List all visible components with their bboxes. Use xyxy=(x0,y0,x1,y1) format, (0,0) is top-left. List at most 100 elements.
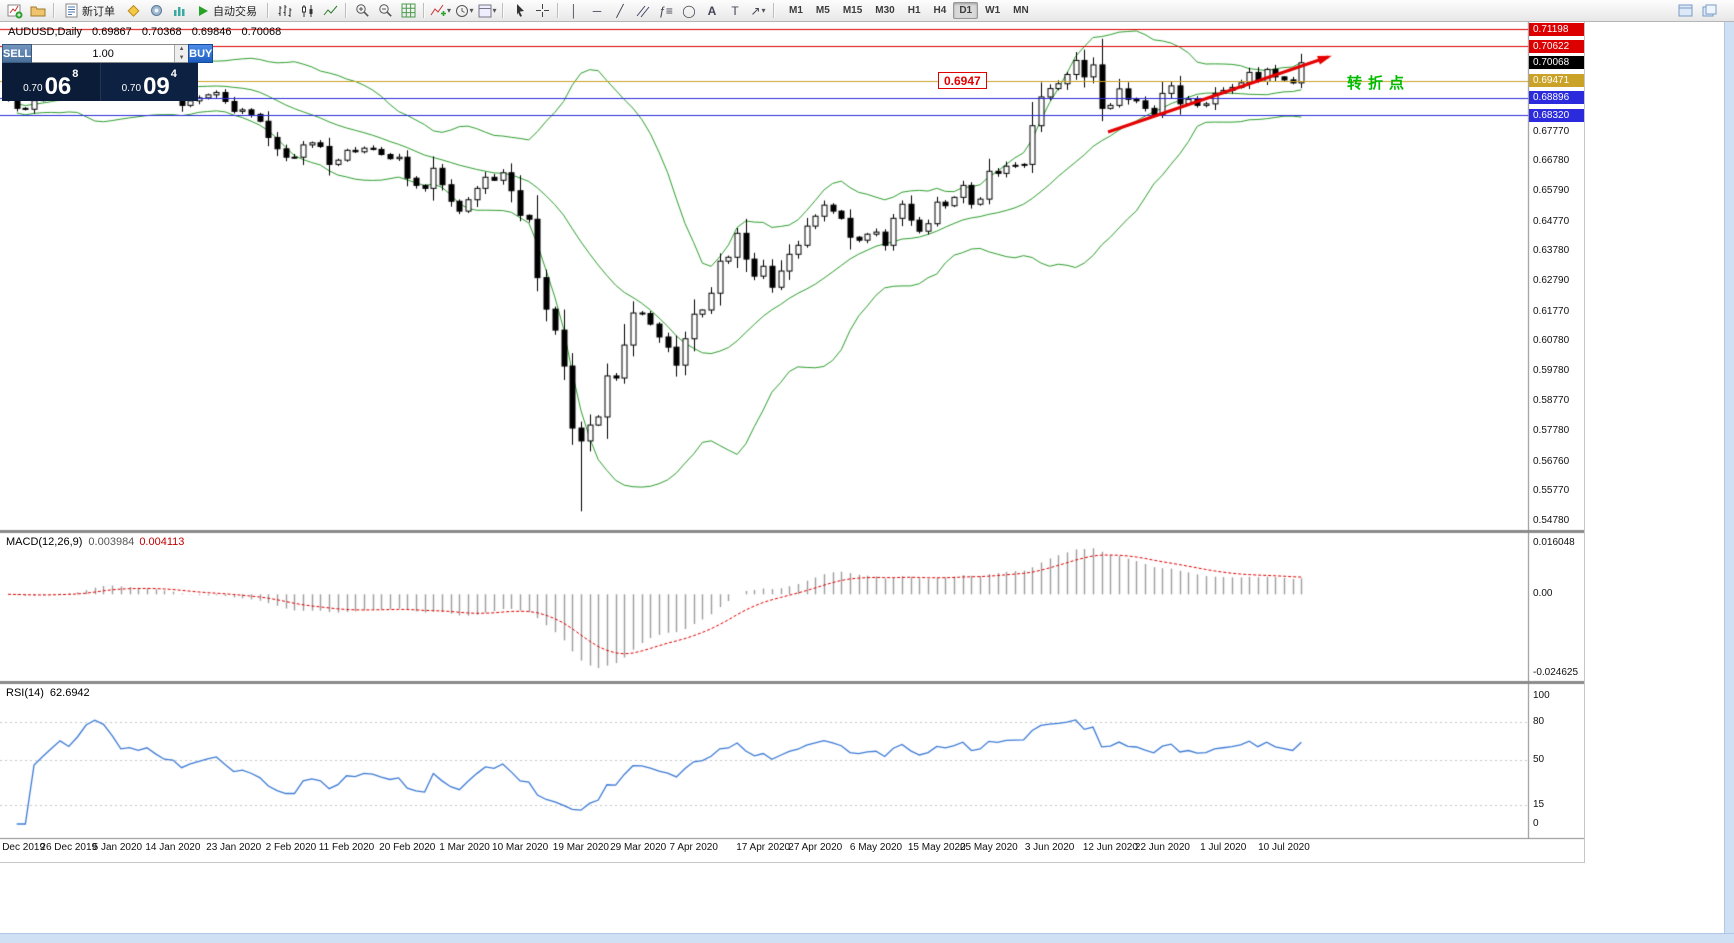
date-axis-label: 25 May 2020 xyxy=(959,842,1018,853)
fibonacci-button[interactable]: ƒ≡ xyxy=(655,1,677,21)
profiles-button[interactable] xyxy=(27,1,49,21)
date-axis-label: 3 Jun 2020 xyxy=(1024,842,1075,853)
crosshair-icon xyxy=(535,4,549,17)
indicators-icon xyxy=(430,4,446,16)
crosshair-button[interactable] xyxy=(531,1,553,21)
main-toolbar: 新订单 自动交易 xyxy=(0,0,1734,22)
date-axis-label: 29 Mar 2020 xyxy=(610,842,667,853)
rsi-axis-label: 80 xyxy=(1533,715,1545,727)
shapes-button[interactable]: ◯ xyxy=(678,1,700,21)
timeframe-button-d1[interactable]: D1 xyxy=(953,2,979,19)
timeframe-button-m30[interactable]: M30 xyxy=(875,5,895,16)
date-axis-label: 26 Dec 2019 xyxy=(40,842,98,853)
channel-button[interactable] xyxy=(632,1,654,21)
sell-price-big: 06 xyxy=(44,72,72,100)
metaeditor-button[interactable] xyxy=(122,1,144,21)
window-cascade-icon xyxy=(1702,4,1716,17)
date-axis-label: 11 Feb 2020 xyxy=(318,842,375,853)
chevron-down-icon: ▾ xyxy=(447,6,452,15)
buy-price-big: 09 xyxy=(143,72,170,100)
new-order-label: 新订单 xyxy=(82,5,115,18)
chevron-down-icon: ▾ xyxy=(761,6,766,15)
buy-price-small: 0.70 xyxy=(121,83,142,94)
date-axis-label: 20 Feb 2020 xyxy=(379,842,436,853)
sell-price-sup: 8 xyxy=(72,68,79,80)
date-axis-label: 12 Jun 2020 xyxy=(1082,842,1138,853)
indicators-button[interactable]: ▾ xyxy=(429,1,452,21)
buy-button[interactable]: BUY xyxy=(188,44,214,63)
toolbar-right-button-2[interactable] xyxy=(1698,1,1720,21)
toolbar-separator xyxy=(345,3,347,18)
date-axis-label: 1 Mar 2020 xyxy=(439,842,490,853)
toolbar-right-button-1[interactable] xyxy=(1674,1,1696,21)
timeframe-toolbar: M1 M5 M15 M30 H1 H4 D1 W1 MN xyxy=(783,2,1035,19)
price-axis-highlight: 0.69471 xyxy=(1529,74,1584,88)
ohlc-open: 0.69867 xyxy=(92,26,132,38)
macd-axis-label: -0.024625 xyxy=(1533,667,1579,678)
turning-point-label[interactable]: 转折点 xyxy=(1347,75,1411,92)
zoom-out-button[interactable] xyxy=(374,1,396,21)
price-level-annotation[interactable]: 0.6947 xyxy=(938,72,987,90)
tile-windows-button[interactable] xyxy=(397,1,419,21)
cursor-arrow-icon xyxy=(516,4,524,17)
date-axis-label: 2 Feb 2020 xyxy=(265,842,317,853)
chevron-down-icon: ▾ xyxy=(469,6,474,15)
options-button[interactable] xyxy=(145,1,167,21)
toolbar-separator xyxy=(773,3,776,18)
trendline-button[interactable]: ╱ xyxy=(609,1,631,21)
timeframe-button-m1[interactable]: M1 xyxy=(789,5,803,16)
periods-button[interactable]: ▾ xyxy=(453,1,475,21)
candlestick-chart-button[interactable] xyxy=(296,1,318,21)
date-axis-label: 15 May 2020 xyxy=(907,842,966,853)
price-axis-tick: 0.60780 xyxy=(1533,335,1570,347)
text-label-button[interactable]: T xyxy=(724,1,746,21)
timeframe-button-h1[interactable]: H1 xyxy=(907,5,921,16)
macd-axis-label: 0.00 xyxy=(1533,588,1553,600)
zoom-in-button[interactable] xyxy=(351,1,373,21)
buy-price-sup: 4 xyxy=(170,68,177,80)
timeframe-button-mn[interactable]: MN xyxy=(1013,5,1029,16)
horizontal-scrollbar[interactable] xyxy=(0,933,1734,943)
timeframe-button-h4[interactable]: H4 xyxy=(933,5,947,16)
template-icon xyxy=(478,4,491,17)
timeframe-button-m15[interactable]: M15 xyxy=(842,5,863,16)
templates-button[interactable]: ▾ xyxy=(476,1,498,21)
line-chart-button[interactable] xyxy=(319,1,341,21)
toolbar-separator xyxy=(423,3,425,18)
timeframe-button-m5[interactable]: M5 xyxy=(815,5,830,16)
rsi-axis-label: 50 xyxy=(1533,754,1545,765)
metaeditor-icon xyxy=(126,4,140,17)
tile-windows-icon xyxy=(401,3,415,18)
new-order-button[interactable]: 新订单 xyxy=(59,1,121,21)
new-chart-button[interactable] xyxy=(4,1,26,21)
text-button[interactable]: A xyxy=(701,1,723,21)
price-axis-highlight: 0.68320 xyxy=(1529,108,1584,122)
price-axis-tick: 0.62790 xyxy=(1533,274,1570,286)
autotrading-button[interactable]: 自动交易 xyxy=(191,1,263,21)
volume-input[interactable] xyxy=(32,45,175,62)
volume-down-icon[interactable]: ▼ xyxy=(175,53,189,62)
cursor-button[interactable] xyxy=(508,1,530,21)
autotrading-play-icon xyxy=(199,5,208,16)
arrows-button[interactable]: ↗ ▾ xyxy=(747,1,769,21)
horizontal-line-button[interactable]: ─ xyxy=(586,1,608,21)
macd-name: MACD(12,26,9) xyxy=(6,536,83,548)
bar-chart-button[interactable] xyxy=(273,1,295,21)
text-icon: A xyxy=(707,3,717,18)
buy-price-display[interactable]: 0.70 09 4 xyxy=(100,63,198,101)
date-axis-label: 7 Apr 2020 xyxy=(669,842,718,853)
timeframe-button-w1[interactable]: W1 xyxy=(985,5,1001,16)
volume-up-icon[interactable]: ▲ xyxy=(175,45,189,54)
vertical-line-button[interactable]: │ xyxy=(563,1,585,21)
channel-icon xyxy=(636,5,650,17)
vertical-scrollbar[interactable] xyxy=(1724,22,1734,934)
candlestick-chart-icon xyxy=(301,4,312,17)
main-chart-canvas[interactable] xyxy=(0,22,1584,862)
strategy-tester-button[interactable] xyxy=(168,1,190,21)
sell-button[interactable]: SELL xyxy=(2,44,33,63)
date-axis-label: 19 Mar 2020 xyxy=(552,842,609,853)
price-axis-tick: 0.55770 xyxy=(1533,485,1570,497)
one-click-trading-panel: SELL ▲ ▼ BUY 0.70 06 8 0.70 xyxy=(2,44,214,101)
profiles-icon xyxy=(30,6,46,17)
sell-price-display[interactable]: 0.70 06 8 xyxy=(2,63,101,101)
